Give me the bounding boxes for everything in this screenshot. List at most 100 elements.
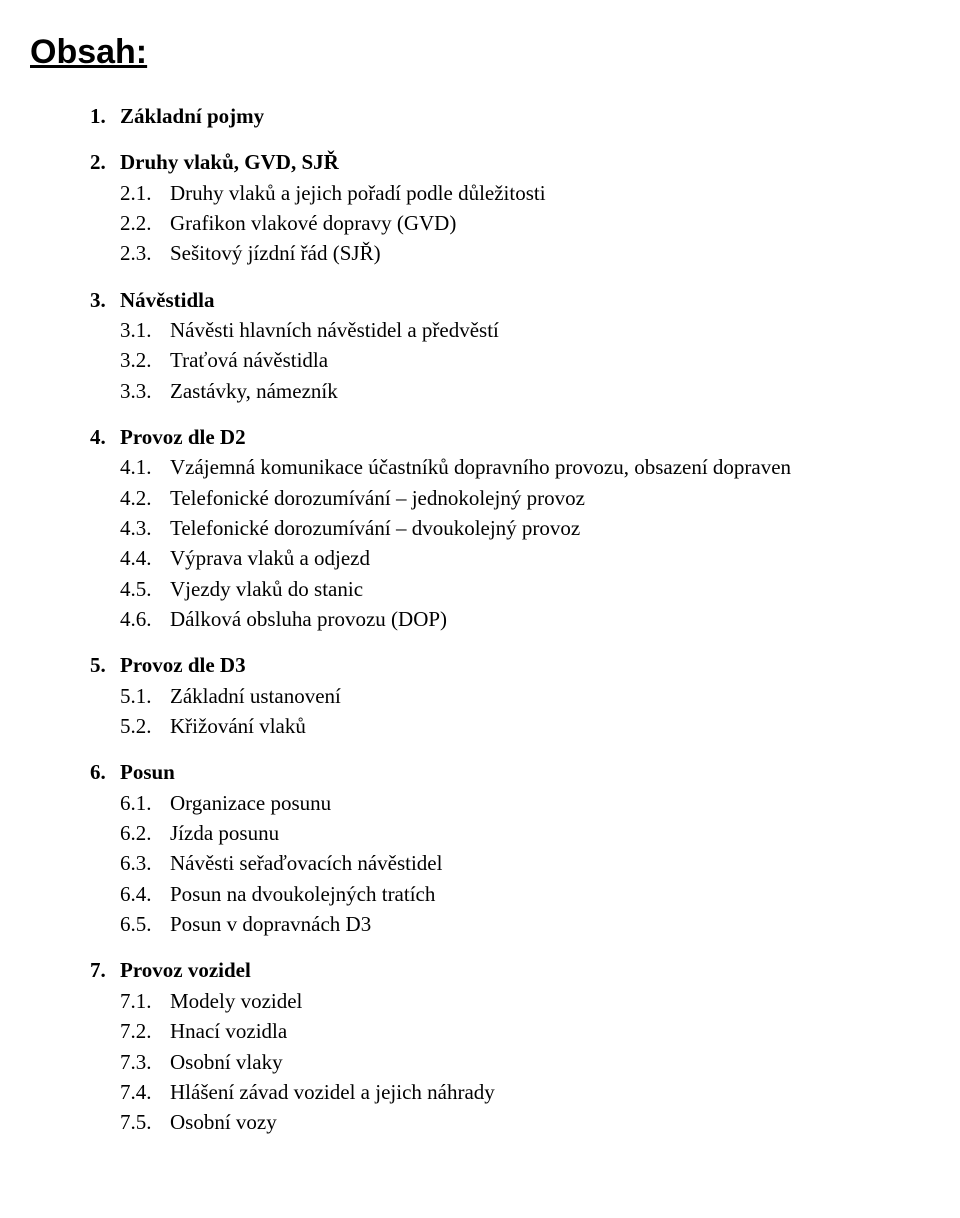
toc-item-text: Vjezdy vlaků do stanic <box>170 575 960 603</box>
toc-item-number: 2.1. <box>120 179 170 207</box>
toc-section: 6.Posun 6.1.Organizace posunu6.2.Jízda po… <box>30 758 960 938</box>
table-of-contents: 1.Základní pojmy2.Druhy vlaků, GVD, SJŘ2… <box>30 102 960 1137</box>
toc-item-text: Grafikon vlakové dopravy (GVD) <box>170 209 960 237</box>
toc-item-text: Jízda posunu <box>170 819 960 847</box>
toc-item-number: 6.5. <box>120 910 170 938</box>
toc-item-text: Základní ustanovení <box>170 682 960 710</box>
toc-section-number: 5. <box>90 651 120 679</box>
toc-item-number: 6.1. <box>120 789 170 817</box>
toc-item-number: 4.2. <box>120 484 170 512</box>
toc-item-number: 7.1. <box>120 987 170 1015</box>
toc-item: 4.6.Dálková obsluha provozu (DOP) <box>90 605 960 633</box>
toc-section-header: 2.Druhy vlaků, GVD, SJŘ <box>90 148 960 176</box>
toc-item-number: 4.3. <box>120 514 170 542</box>
toc-item: 7.1.Modely vozidel <box>90 987 960 1015</box>
toc-section-title: Provoz dle D2 <box>120 423 246 451</box>
toc-item-text: Dálková obsluha provozu (DOP) <box>170 605 960 633</box>
toc-item-number: 3.1. <box>120 316 170 344</box>
toc-section-number: 4. <box>90 423 120 451</box>
toc-item: 2.1.Druhy vlaků a jejich pořadí podle dů… <box>90 179 960 207</box>
toc-item-text: Návěsti seřaďovacích návěstidel <box>170 849 960 877</box>
toc-item-text: Modely vozidel <box>170 987 960 1015</box>
toc-item-number: 4.5. <box>120 575 170 603</box>
toc-section-header: 1.Základní pojmy <box>90 102 960 130</box>
toc-section-header: 4.Provoz dle D2 <box>90 423 960 451</box>
toc-item: 7.3.Osobní vlaky <box>90 1048 960 1076</box>
toc-section-number: 3. <box>90 286 120 314</box>
toc-item: 3.2.Traťová návěstidla <box>90 346 960 374</box>
toc-item: 4.3.Telefonické dorozumívání – dvoukolej… <box>90 514 960 542</box>
toc-item: 7.4.Hlášení závad vozidel a jejich náhra… <box>90 1078 960 1106</box>
toc-item-text: Výprava vlaků a odjezd <box>170 544 960 572</box>
toc-item-text: Osobní vlaky <box>170 1048 960 1076</box>
toc-item-text: Osobní vozy <box>170 1108 960 1136</box>
toc-item: 5.2.Křižování vlaků <box>90 712 960 740</box>
toc-section-header: 3.Návěstidla <box>90 286 960 314</box>
toc-item: 4.5.Vjezdy vlaků do stanic <box>90 575 960 603</box>
toc-item-text: Křižování vlaků <box>170 712 960 740</box>
toc-item-number: 7.4. <box>120 1078 170 1106</box>
toc-section-number: 6. <box>90 758 120 786</box>
toc-section-header: 5.Provoz dle D3 <box>90 651 960 679</box>
toc-item: 3.3.Zastávky, námezník <box>90 377 960 405</box>
toc-item-number: 4.6. <box>120 605 170 633</box>
toc-section-title: Provoz dle D3 <box>120 651 246 679</box>
toc-item-number: 5.1. <box>120 682 170 710</box>
toc-section: 1.Základní pojmy <box>30 102 960 130</box>
toc-item-text: Telefonické dorozumívání – jednokolejný … <box>170 484 960 512</box>
page-title: Obsah: <box>30 30 960 76</box>
toc-item: 2.3.Sešitový jízdní řád (SJŘ) <box>90 239 960 267</box>
toc-item-text: Posun na dvoukolejných tratích <box>170 880 960 908</box>
toc-section-title: Návěstidla <box>120 286 215 314</box>
toc-section: 4.Provoz dle D24.1.Vzájemná komunikace ú… <box>30 423 960 633</box>
toc-section-title: Druhy vlaků, GVD, SJŘ <box>120 148 339 176</box>
toc-item-number: 6.2. <box>120 819 170 847</box>
toc-item: 4.1.Vzájemná komunikace účastníků doprav… <box>90 453 960 481</box>
toc-item-text: Druhy vlaků a jejich pořadí podle důleži… <box>170 179 960 207</box>
toc-item: 7.2.Hnací vozidla <box>90 1017 960 1045</box>
toc-item: 6.4.Posun na dvoukolejných tratích <box>90 880 960 908</box>
toc-section: 2.Druhy vlaků, GVD, SJŘ 2.1.Druhy vlaků a… <box>30 148 960 267</box>
toc-item-number: 2.2. <box>120 209 170 237</box>
toc-item-text: Posun v dopravnách D3 <box>170 910 960 938</box>
toc-item-text: Telefonické dorozumívání – dvoukolejný p… <box>170 514 960 542</box>
toc-section-title: Posun <box>120 758 175 786</box>
toc-item-text: Sešitový jízdní řád (SJŘ) <box>170 239 960 267</box>
toc-section-number: 7. <box>90 956 120 984</box>
toc-item: 5.1.Základní ustanovení <box>90 682 960 710</box>
toc-item: 7.5.Osobní vozy <box>90 1108 960 1136</box>
toc-item: 4.4.Výprava vlaků a odjezd <box>90 544 960 572</box>
toc-item-text: Hlášení závad vozidel a jejich náhrady <box>170 1078 960 1106</box>
toc-item: 6.1.Organizace posunu <box>90 789 960 817</box>
toc-item-text: Vzájemná komunikace účastníků dopravního… <box>170 453 960 481</box>
toc-section-title: Provoz vozidel <box>120 956 251 984</box>
toc-item-text: Organizace posunu <box>170 789 960 817</box>
toc-section: 5.Provoz dle D35.1.Základní ustanovení5.… <box>30 651 960 740</box>
toc-item: 6.2.Jízda posunu <box>90 819 960 847</box>
toc-item-number: 5.2. <box>120 712 170 740</box>
toc-item-number: 7.2. <box>120 1017 170 1045</box>
toc-section-header: 7.Provoz vozidel <box>90 956 960 984</box>
toc-item-number: 3.2. <box>120 346 170 374</box>
toc-item-number: 4.1. <box>120 453 170 481</box>
toc-item-text: Zastávky, námezník <box>170 377 960 405</box>
toc-item-number: 7.3. <box>120 1048 170 1076</box>
toc-item-text: Hnací vozidla <box>170 1017 960 1045</box>
toc-item: 3.1.Návěsti hlavních návěstidel a předvě… <box>90 316 960 344</box>
toc-item-number: 7.5. <box>120 1108 170 1136</box>
toc-item: 6.5.Posun v dopravnách D3 <box>90 910 960 938</box>
toc-item-number: 6.3. <box>120 849 170 877</box>
toc-section: 3.Návěstidla3.1.Návěsti hlavních návěsti… <box>30 286 960 405</box>
toc-item-number: 3.3. <box>120 377 170 405</box>
toc-section-title: Základní pojmy <box>120 102 264 130</box>
toc-item-number: 2.3. <box>120 239 170 267</box>
toc-section-header: 6.Posun <box>90 758 960 786</box>
toc-item-text: Traťová návěstidla <box>170 346 960 374</box>
toc-section: 7.Provoz vozidel 7.1.Modely vozidel7.2.Hn… <box>30 956 960 1136</box>
toc-item: 6.3.Návěsti seřaďovacích návěstidel <box>90 849 960 877</box>
toc-item-number: 4.4. <box>120 544 170 572</box>
toc-item-text: Návěsti hlavních návěstidel a předvěstí <box>170 316 960 344</box>
toc-item: 4.2.Telefonické dorozumívání – jednokole… <box>90 484 960 512</box>
toc-item-number: 6.4. <box>120 880 170 908</box>
toc-section-number: 1. <box>90 102 120 130</box>
